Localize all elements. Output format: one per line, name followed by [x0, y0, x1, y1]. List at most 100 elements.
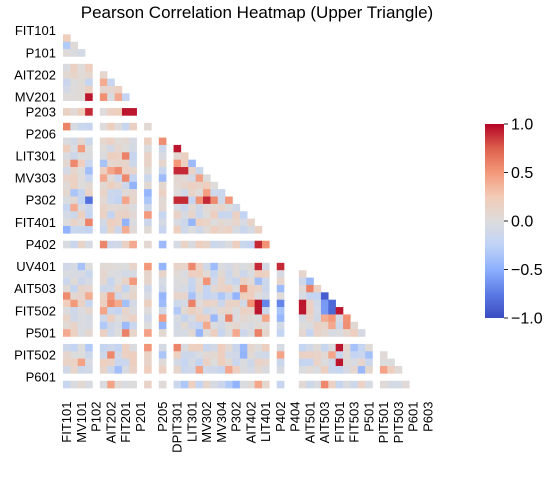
- y-tick-label: PIT502: [14, 347, 56, 362]
- heatmap-cell: [203, 314, 211, 323]
- heatmap-cell: [210, 181, 219, 190]
- heatmap-cell: [195, 174, 204, 183]
- heatmap-cell: [232, 262, 241, 271]
- heatmap-cell: [70, 85, 78, 94]
- y-tick-label: MV201: [15, 90, 56, 105]
- heatmap-cell: [107, 144, 115, 153]
- heatmap-cell: [203, 262, 211, 271]
- heatmap-cell: [70, 203, 78, 212]
- heatmap-cell: [129, 380, 137, 389]
- heatmap-cell: [158, 167, 167, 175]
- heatmap-cell: [85, 85, 93, 94]
- heatmap-cell: [107, 366, 115, 374]
- heatmap-cell: [217, 343, 226, 352]
- heatmap-cell: [77, 71, 86, 79]
- heatmap-cell: [144, 196, 152, 205]
- heatmap-cell: [144, 159, 152, 168]
- heatmap-cell: [63, 144, 71, 153]
- heatmap-cell: [63, 108, 71, 116]
- heatmap-cell: [225, 380, 233, 389]
- heatmap-cell: [173, 181, 182, 190]
- heatmap-cell: [350, 321, 359, 330]
- heatmap-cell: [217, 284, 226, 293]
- heatmap-cell: [85, 240, 93, 249]
- heatmap-cell: [70, 307, 78, 315]
- heatmap-cell: [129, 167, 137, 175]
- heatmap-cell: [114, 196, 123, 205]
- x-tick-label: MV304: [214, 402, 229, 443]
- heatmap-cell: [114, 181, 123, 190]
- heatmap-cell: [188, 351, 196, 359]
- heatmap-cell: [217, 314, 226, 323]
- heatmap-cell: [158, 225, 167, 234]
- heatmap-cell: [328, 321, 336, 330]
- heatmap-cell: [239, 277, 248, 286]
- heatmap-cell: [232, 211, 241, 219]
- heatmap-cell: [247, 343, 255, 352]
- heatmap-cell: [121, 203, 130, 212]
- heatmap-cell: [121, 314, 130, 323]
- heatmap-cell: [85, 351, 93, 359]
- heatmap-cell: [313, 366, 322, 374]
- heatmap-cell: [70, 314, 78, 323]
- heatmap-cell: [158, 314, 167, 323]
- heatmap-cell: [261, 329, 270, 337]
- heatmap-cell: [158, 152, 167, 160]
- heatmap-cell: [158, 277, 167, 286]
- heatmap-cell: [203, 211, 211, 219]
- heatmap-cell: [121, 225, 130, 234]
- heatmap-cell: [121, 343, 130, 352]
- heatmap-cell: [107, 270, 115, 278]
- heatmap-cell: [99, 85, 108, 94]
- heatmap-cell: [298, 284, 307, 293]
- heatmap-cell: [158, 329, 167, 337]
- heatmap-cell: [298, 343, 307, 352]
- heatmap-cell: [63, 41, 71, 50]
- heatmap-cell: [144, 203, 152, 212]
- heatmap-cell: [343, 329, 351, 337]
- heatmap-cell: [239, 284, 248, 293]
- heatmap-cell: [247, 329, 255, 337]
- heatmap-cell: [232, 343, 241, 352]
- heatmap-cell: [203, 218, 211, 227]
- y-tick-label: FIT502: [15, 303, 56, 318]
- heatmap-cell: [195, 299, 204, 308]
- heatmap-cell: [276, 314, 285, 323]
- heatmap-cell: [203, 366, 211, 374]
- heatmap-cell: [85, 78, 93, 87]
- x-tick-label: AIT501: [302, 402, 317, 444]
- heatmap-cell: [195, 366, 204, 374]
- heatmap-cell: [85, 277, 93, 286]
- heatmap-cell: [350, 329, 359, 337]
- y-tick-label: LIT301: [16, 148, 56, 163]
- heatmap-cell: [144, 270, 152, 278]
- heatmap-cell: [99, 329, 108, 337]
- heatmap-cell: [121, 218, 130, 227]
- heatmap-cell: [335, 366, 344, 374]
- heatmap-cell: [195, 218, 204, 227]
- heatmap-cell: [313, 358, 322, 367]
- heatmap-cell: [350, 358, 359, 367]
- heatmap-cell: [306, 321, 314, 330]
- heatmap-cell: [70, 211, 78, 219]
- heatmap-cell: [85, 270, 93, 278]
- heatmap-cell: [114, 225, 123, 234]
- heatmap-cell: [107, 307, 115, 315]
- heatmap-cell: [129, 329, 137, 337]
- heatmap-cell: [70, 181, 78, 190]
- x-tick-label: FIT501: [332, 402, 347, 443]
- heatmap-cell: [180, 307, 189, 315]
- heatmap-cell: [70, 299, 78, 308]
- heatmap-cell: [129, 366, 137, 374]
- heatmap-cell: [320, 351, 329, 359]
- heatmap-cell: [188, 270, 196, 278]
- heatmap-cell: [114, 85, 123, 94]
- heatmap-cell: [85, 307, 93, 315]
- heatmap-cell: [350, 343, 359, 352]
- heatmap-cell: [203, 203, 211, 212]
- heatmap-cell: [114, 93, 123, 101]
- heatmap-cell: [195, 351, 204, 359]
- heatmap-cell: [247, 366, 255, 374]
- heatmap-cell: [180, 299, 189, 308]
- heatmap-cell: [195, 167, 204, 175]
